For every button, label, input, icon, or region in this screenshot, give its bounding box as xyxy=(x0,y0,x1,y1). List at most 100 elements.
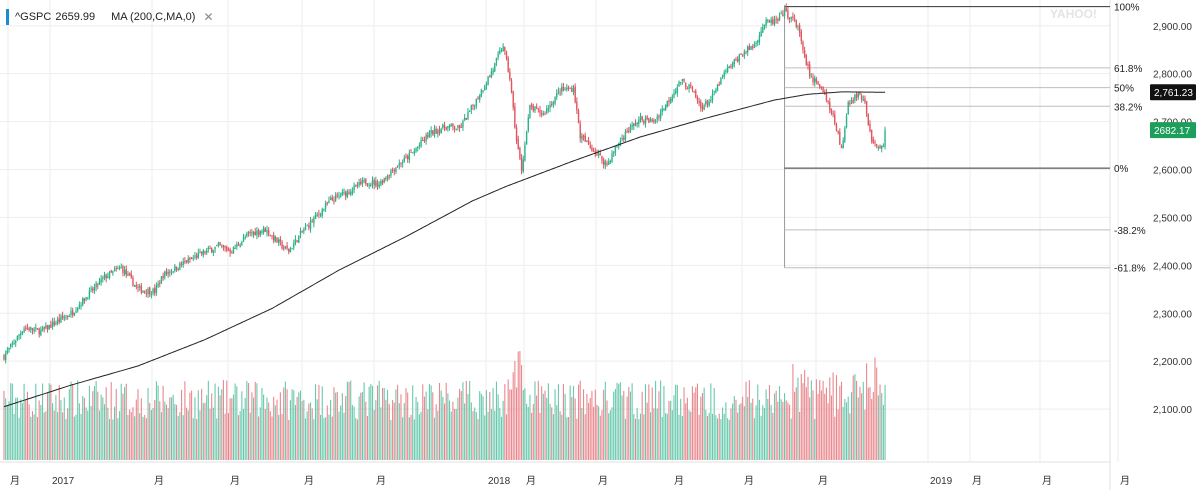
candle-body xyxy=(752,46,754,48)
volume-bar xyxy=(140,398,142,460)
candle-body xyxy=(182,261,184,265)
volume-bar xyxy=(564,393,566,460)
candle-body xyxy=(435,128,437,134)
candle-body xyxy=(870,129,873,141)
volume-bar xyxy=(551,407,553,460)
candle-body xyxy=(264,228,266,232)
volume-bar xyxy=(438,382,441,460)
candle-body xyxy=(731,62,734,67)
legend-indicator[interactable]: MA (200,C,MA,0) xyxy=(111,11,196,23)
volume-bar xyxy=(16,397,18,460)
volume-bar xyxy=(276,399,278,460)
volume-bar xyxy=(799,411,801,460)
volume-bar xyxy=(360,392,362,460)
candle-body xyxy=(442,124,444,128)
volume-bar xyxy=(21,403,23,460)
volume-bar xyxy=(851,392,853,460)
volume-bar xyxy=(562,383,564,460)
candle-body xyxy=(787,10,789,18)
candle-body xyxy=(559,92,561,94)
volume-bar xyxy=(167,408,169,460)
close-icon[interactable]: ✕ xyxy=(203,10,214,24)
candle-body xyxy=(401,161,404,164)
volume-bar xyxy=(237,415,240,460)
candle-body xyxy=(164,271,166,278)
candle-body xyxy=(616,146,618,148)
volume-bar xyxy=(834,416,836,460)
candle-body xyxy=(453,126,456,130)
candle-body xyxy=(144,291,146,293)
candle-body xyxy=(368,185,370,187)
volume-bar xyxy=(53,410,55,460)
candle-body xyxy=(346,191,349,198)
volume-bar xyxy=(459,388,461,460)
volume-bar xyxy=(608,413,610,460)
candle-body xyxy=(455,129,457,131)
volume-bar xyxy=(675,384,677,460)
volume-bar xyxy=(475,412,477,460)
candle-body xyxy=(95,283,97,288)
x-tick-label: 月 xyxy=(304,475,314,487)
candle-body xyxy=(592,150,595,152)
candle-body xyxy=(663,109,665,111)
volume-bar xyxy=(356,419,358,460)
volume-bar xyxy=(201,388,203,460)
candle-body xyxy=(112,271,114,274)
legend-symbol[interactable]: ^GSPC xyxy=(15,11,52,23)
candle-body xyxy=(437,130,439,135)
candle-body xyxy=(299,231,302,235)
volume-bar xyxy=(286,389,288,460)
volume-bar xyxy=(187,410,189,460)
volume-bar xyxy=(283,387,285,460)
candle-body xyxy=(725,70,727,72)
volume-bar xyxy=(107,407,109,460)
volume-bar xyxy=(651,387,653,460)
volume-bar xyxy=(824,393,826,460)
candle-body xyxy=(422,139,424,141)
candle-body xyxy=(142,290,144,293)
candle-body xyxy=(75,311,77,313)
x-tick-label: 月 xyxy=(1120,475,1130,487)
candle-body xyxy=(601,155,603,161)
volume-bar xyxy=(165,404,168,460)
y-tick-label: 2,600.00 xyxy=(1153,166,1192,177)
candle-body xyxy=(216,245,218,247)
volume-bar xyxy=(325,417,327,460)
candle-body xyxy=(66,316,69,318)
candle-body xyxy=(190,258,193,260)
candle-body xyxy=(879,145,881,149)
volume-bar xyxy=(430,385,432,460)
volume-bar xyxy=(398,403,400,460)
candle-body xyxy=(313,218,315,224)
series-color-marker xyxy=(6,9,9,25)
volume-bar xyxy=(189,392,191,460)
y-axis: 2,100.00 2,200.00 2,300.00 2,400.00 2,500.00… xyxy=(1153,22,1192,416)
volume-bar xyxy=(410,414,412,460)
candle-body xyxy=(770,19,772,24)
volume-bar xyxy=(338,411,340,460)
volume-bar xyxy=(397,384,399,460)
volume-bar xyxy=(589,397,591,460)
candle-body xyxy=(775,18,777,20)
volume-bar xyxy=(98,410,101,460)
candle-body xyxy=(393,170,395,172)
candle-body xyxy=(318,213,320,215)
candle-body xyxy=(447,126,449,129)
candle-body xyxy=(576,101,578,111)
volume-bar xyxy=(408,417,410,460)
volume-bar xyxy=(316,399,318,460)
volume-bar xyxy=(797,377,799,460)
volume-bar xyxy=(112,419,114,460)
candle-body xyxy=(705,100,707,105)
volume-bar xyxy=(415,396,417,460)
candle-body xyxy=(757,40,759,43)
candle-body xyxy=(13,342,15,344)
volume-bar xyxy=(129,409,131,460)
volume-bar xyxy=(320,414,322,460)
volume-bar xyxy=(507,379,509,460)
fibonacci-retracement[interactable]: 100% 61.8% 50% 38.2% 0% -38.2% -61.8% xyxy=(784,3,1146,275)
volume-bar xyxy=(373,409,375,460)
candle-body xyxy=(557,91,560,93)
